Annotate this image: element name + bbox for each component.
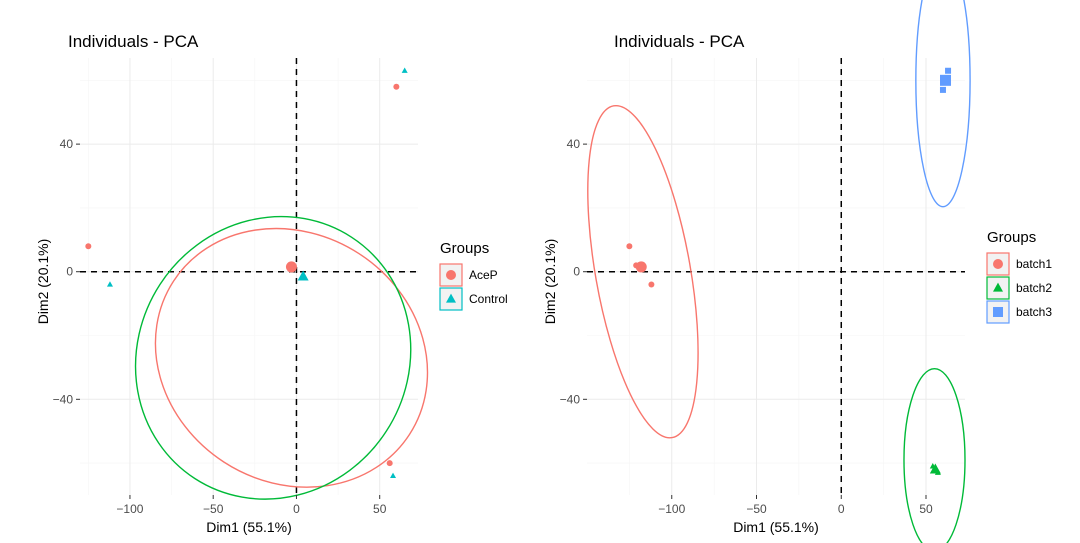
legend-symbol-acep [446, 270, 456, 280]
x-tick-label: −100 [116, 502, 143, 516]
confidence-ellipse-batch1 [587, 104, 699, 439]
confidence-ellipse-batch3 [915, 0, 971, 208]
x-tick-label: −50 [746, 502, 767, 516]
legend-label-batch2: batch2 [1016, 281, 1052, 295]
panel-1: −100 −50 0 50 −40 0 40 Individuals - PCA Dim1 (5… [35, 32, 508, 535]
legend-label-batch3: batch3 [1016, 305, 1052, 319]
centroid-batch3 [940, 74, 952, 86]
legend-symbol-batch3 [993, 307, 1003, 317]
legend-symbol-batch2 [993, 282, 1003, 292]
x-tick-label: −100 [658, 502, 685, 516]
data-point-batch1 [648, 281, 655, 288]
data-point-batch3 [945, 67, 952, 74]
legend-symbol-control [446, 293, 456, 303]
data-point-acep [85, 243, 92, 250]
data-point-control [106, 281, 113, 287]
data-point-batch1 [626, 243, 633, 250]
centroid-batch1 [635, 261, 647, 273]
legend: Groups batch1 batch2 batch3 [986, 229, 1052, 324]
confidence-ellipse-control [134, 215, 412, 500]
legend-title: Groups [440, 240, 489, 257]
legend-title: Groups [987, 229, 1036, 246]
x-axis-title: Dim1 (55.1%) [733, 519, 819, 535]
x-tick-label: 50 [373, 502, 387, 516]
x-tick-label: 0 [293, 502, 300, 516]
data-point-control [401, 67, 408, 73]
y-tick-label: 0 [66, 265, 73, 279]
centroid-acep [285, 261, 297, 273]
legend-symbol-batch1 [993, 259, 1003, 269]
data-point-acep [393, 83, 400, 90]
data-point-batch3 [939, 86, 946, 93]
x-tick-label: 0 [838, 502, 845, 516]
confidence-ellipse-batch2 [903, 368, 966, 543]
panel-2: −100 −50 0 50 −40 0 40 Individuals - PCA Dim1 (5… [542, 0, 1052, 543]
y-axis-title: Dim2 (20.1%) [35, 239, 51, 325]
chart-title: Individuals - PCA [614, 32, 745, 51]
centroid-control [297, 270, 309, 281]
y-tick-label: 0 [573, 265, 580, 279]
y-tick-label: 40 [60, 137, 74, 151]
data-point-acep [386, 460, 393, 467]
x-tick-label: −50 [203, 502, 224, 516]
confidence-ellipse-acep [154, 227, 429, 488]
legend-label-control: Control [469, 292, 508, 306]
x-axis-title: Dim1 (55.1%) [206, 519, 292, 535]
legend-label-acep: AceP [469, 268, 498, 282]
data-point-control [390, 472, 397, 479]
y-tick-label: 40 [567, 137, 581, 151]
y-axis-title: Dim2 (20.1%) [542, 239, 558, 325]
centroid-batch2 [929, 463, 941, 474]
y-tick-label: −40 [53, 392, 74, 406]
x-tick-label: 50 [919, 502, 933, 516]
y-tick-label: −40 [560, 392, 581, 406]
legend-label-batch1: batch1 [1016, 257, 1052, 271]
chart-title: Individuals - PCA [68, 32, 199, 51]
